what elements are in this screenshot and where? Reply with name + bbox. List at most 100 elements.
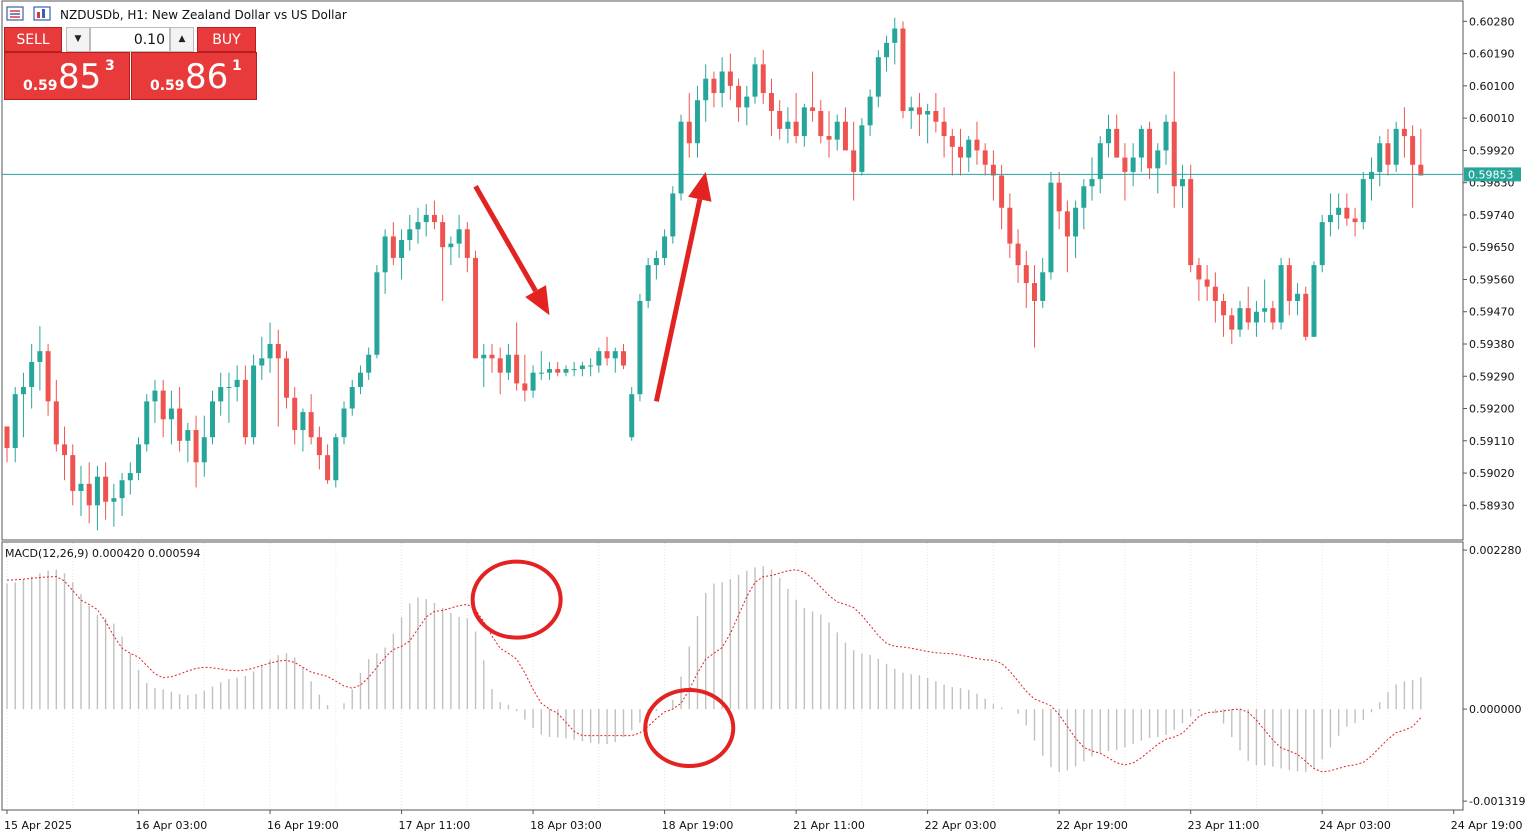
candle-body [1048, 182, 1054, 273]
candle-body [210, 401, 215, 438]
candle-body [719, 71, 725, 94]
candle-body [144, 401, 150, 445]
candle-body [1262, 308, 1268, 312]
candle-body [1212, 286, 1218, 301]
candle-body [275, 343, 281, 359]
candle-body [842, 121, 848, 151]
candle-body [736, 85, 742, 108]
candle-body [768, 93, 774, 111]
candle-body [53, 401, 59, 445]
candle-body [267, 343, 273, 359]
price-tick-label: 0.59110 [1469, 435, 1515, 448]
candle-body [464, 229, 470, 258]
candle-body [407, 229, 413, 241]
candle-body [160, 390, 166, 420]
candle-body [1064, 211, 1070, 237]
macd-title: MACD(12,26,9) 0.000420 0.000594 [5, 547, 201, 560]
axis-layer: 0.602800.601900.601000.600100.599200.598… [4, 15, 1525, 832]
candle-body [1204, 279, 1210, 287]
annotation-layer [470, 171, 736, 768]
candle-body [1147, 128, 1153, 169]
candle-body [1385, 143, 1391, 165]
candle-body [867, 96, 873, 126]
candle-body [1221, 300, 1227, 316]
chart-header: NZDUSDb, H1: New Zealand Dollar vs US Do… [6, 6, 347, 22]
candle-body [555, 369, 561, 373]
candle-body [941, 121, 947, 137]
volume-input[interactable] [90, 27, 170, 52]
sell-button[interactable]: SELL [4, 27, 62, 52]
candle-body [637, 300, 643, 395]
buy-price-prefix: 0.59 [150, 78, 185, 94]
candle-body [908, 107, 914, 111]
time-tick-label: 21 Apr 11:00 [793, 819, 865, 832]
buy-button[interactable]: BUY [197, 27, 256, 52]
candle-body [300, 412, 306, 431]
time-tick-label: 18 Apr 19:00 [662, 819, 734, 832]
candle-body [727, 71, 733, 86]
candle-body [777, 110, 783, 129]
candle-body [1040, 272, 1046, 301]
candle-body [37, 351, 43, 362]
candle-body [333, 437, 339, 481]
one-click-trading-panel: SELL ▼ ▲ BUY 0.59 85 3 0.59 86 1 [4, 27, 258, 100]
chart-icon-bar-2 [42, 9, 45, 18]
buy-price-box[interactable]: 0.59 86 1 [131, 52, 257, 100]
annotation-arrow-up [688, 171, 712, 202]
sell-price-box[interactable]: 0.59 85 3 [4, 52, 130, 100]
candle-body [473, 257, 479, 359]
candle-body [349, 387, 355, 409]
candle-body [119, 480, 125, 499]
sell-price-sup: 3 [105, 58, 115, 74]
buy-price-sup: 1 [232, 58, 242, 74]
candle-body [1311, 265, 1317, 337]
candle-body [242, 379, 248, 438]
candle-body [612, 351, 618, 359]
annotation-circle [470, 559, 563, 640]
price-tick-label: 0.59200 [1469, 403, 1515, 416]
current-price-tag [1464, 167, 1521, 182]
price-tick-label: 0.59020 [1469, 467, 1515, 480]
time-tick-label: 16 Apr 03:00 [136, 819, 208, 832]
candle-body [1245, 308, 1251, 323]
candle-body [431, 214, 437, 223]
candle-body [703, 78, 709, 101]
sell-price-prefix: 0.59 [23, 78, 58, 94]
candle-body [563, 369, 569, 373]
candle-body [974, 139, 980, 151]
candle-body [1130, 157, 1136, 172]
candle-body [1336, 207, 1342, 215]
volume-down-button[interactable]: ▼ [66, 27, 90, 52]
candle-body [1015, 243, 1021, 266]
price-tick-label: 0.59290 [1469, 370, 1515, 383]
candle-body [538, 372, 544, 374]
candle-body [251, 365, 257, 438]
candle-body [875, 57, 881, 97]
candle-body [522, 383, 528, 391]
candle-body [218, 387, 224, 402]
volume-up-button[interactable]: ▲ [170, 27, 194, 52]
time-tick-label: 22 Apr 19:00 [1056, 819, 1128, 832]
candle-body [78, 483, 84, 491]
candle-body [111, 498, 117, 502]
candle-body [1401, 128, 1407, 137]
candle-body [966, 139, 972, 158]
candle-body [1155, 150, 1161, 169]
candle-body [694, 100, 700, 144]
candle-body [505, 354, 511, 373]
time-tick-label: 23 Apr 11:00 [1188, 819, 1260, 832]
price-tick-label: 0.59470 [1469, 306, 1515, 319]
candle-body [834, 121, 840, 140]
candle-body [933, 110, 939, 122]
candle-body [900, 28, 906, 111]
price-candles [2, 17, 1463, 531]
macd-tick-label: -0.001319 [1469, 795, 1525, 808]
candle-body [177, 408, 183, 441]
candle-body [1410, 136, 1416, 165]
candle-body [193, 430, 199, 463]
candle-body [152, 390, 158, 402]
price-tick-label: 0.60280 [1469, 15, 1515, 28]
candle-body [1303, 293, 1309, 337]
candle-body [1327, 214, 1333, 223]
candle-body [859, 125, 865, 172]
